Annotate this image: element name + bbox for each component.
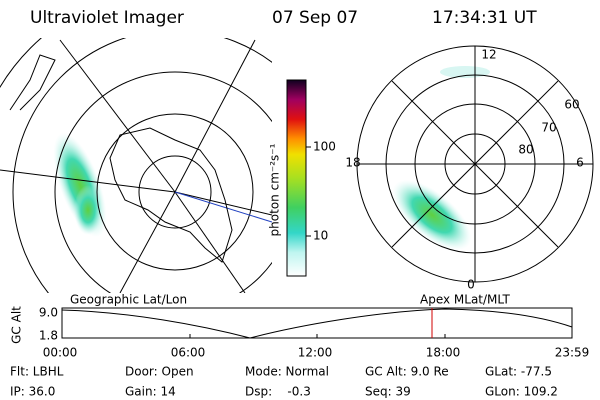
status-field: Gain: 14 [125,385,176,399]
status-field: Mode: Normal [245,365,329,379]
colorbar-tick: 100 [313,140,336,154]
status-field: GC Alt: 9.0 Re [365,365,449,379]
colorbar-tick: 10 [313,229,328,243]
date: 07 Sep 07 [272,8,358,28]
polar-label: 60 [564,98,579,112]
timeline-right-label: Apex MLat/MLT [420,293,510,307]
timeline-y-label: 9.0 [39,306,58,320]
geographic-map [0,38,272,293]
header: Ultraviolet Imager 07 Sep 07 17:34:31 UT [30,8,537,28]
polar-label: 0 [467,278,475,292]
timeline-axis-label: GC Alt [10,306,24,344]
status-field: Flt: LBHL [10,365,64,379]
polar-label: 6 [576,156,584,170]
timeline-x-label: 12:00 [298,346,333,360]
timeline-y-label: 1.8 [39,329,58,343]
status-field: GLat: -77.5 [485,365,552,379]
colorbar-label: photon cm⁻²s⁻¹ [268,143,282,236]
time: 17:34:31 UT [432,8,537,28]
status-field: Door: Open [125,365,194,379]
polar-label: 80 [518,143,533,157]
timeline-left-label: Geographic Lat/Lon [70,293,187,307]
polar-plot: 12 0 18 6 60 70 80 [345,45,594,292]
polar-label: 12 [481,48,496,62]
timeline-x-label: 00:00 [43,346,78,360]
timeline-x-label: 06:00 [171,346,206,360]
status-field: Seq: 39 [365,385,411,399]
timeline-x-label: 23:59 [555,346,590,360]
colorbar: 100 10 photon cm⁻²s⁻¹ [268,79,336,277]
status-panel: Flt: LBHL Door: Open Mode: Normal GC Alt: 9… [10,365,558,399]
timeline: Geographic Lat/Lon Apex MLat/MLT GC Alt … [10,293,590,360]
polar-label: 18 [345,156,360,170]
title: Ultraviolet Imager [30,8,184,28]
status-field: Dsp: -0.3 [245,385,311,399]
polar-label: 70 [541,121,556,135]
status-field: GLon: 109.2 [485,385,558,399]
timeline-x-label: 18:00 [426,346,461,360]
status-field: IP: 36.0 [10,385,55,399]
